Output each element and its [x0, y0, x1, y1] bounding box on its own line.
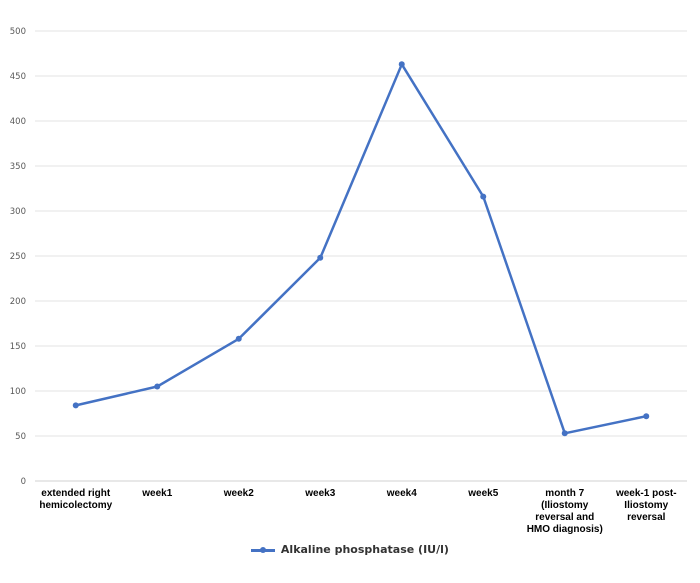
- x-tick-label: week-1 post- Iliostomy reversal: [615, 488, 677, 523]
- y-tick-label: 300: [10, 207, 26, 217]
- y-axis-ticks: 0 50 100 150 200 250 300 350 400 450 500: [10, 27, 26, 487]
- legend: Alkaline phosphatase (IU/l): [0, 543, 700, 556]
- x-tick-label: week5: [468, 488, 499, 499]
- y-tick-label: 400: [10, 117, 26, 127]
- y-tick-label: 450: [10, 72, 26, 82]
- x-tick-label: week1: [142, 488, 173, 499]
- y-tick-label: 150: [10, 342, 26, 352]
- x-tick-label: month 7 (Iliostomy reversal and HMO diag…: [526, 488, 603, 535]
- y-tick-label: 200: [10, 297, 26, 307]
- legend-line-marker-icon: [251, 544, 276, 556]
- y-tick-label: 350: [10, 162, 26, 172]
- y-tick-label: 250: [10, 252, 26, 262]
- y-tick-label: 100: [10, 387, 26, 397]
- gridlines: [35, 30, 687, 482]
- data-point: [561, 430, 568, 437]
- y-tick-label: 500: [10, 27, 26, 37]
- x-tick-label: extended right hemicolectomy: [39, 488, 113, 511]
- series-line-alkaline-phosphatase: [75, 63, 647, 435]
- data-point: [235, 335, 242, 342]
- y-tick-label: 0: [21, 477, 26, 487]
- x-tick-label: week4: [386, 488, 417, 499]
- data-point: [154, 383, 161, 390]
- data-point: [317, 254, 324, 261]
- data-point-markers: [72, 61, 650, 437]
- x-tick-label: week3: [305, 488, 336, 499]
- data-point: [480, 193, 487, 200]
- data-point: [643, 413, 650, 420]
- legend-label: Alkaline phosphatase (IU/l): [280, 543, 449, 556]
- y-tick-label: 50: [15, 432, 26, 442]
- x-tick-label: week2: [223, 488, 254, 499]
- data-point: [72, 402, 79, 409]
- data-point: [398, 61, 405, 68]
